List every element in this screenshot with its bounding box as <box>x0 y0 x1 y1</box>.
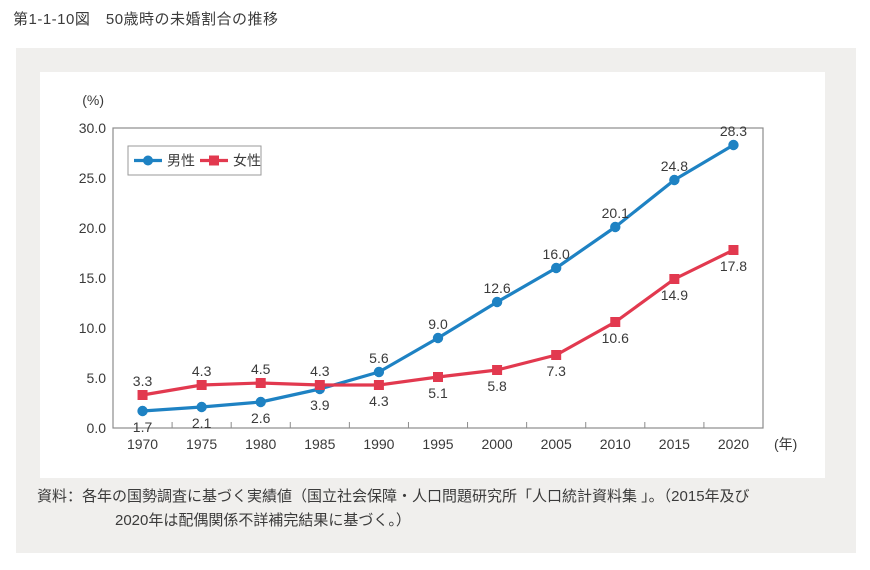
point-label: 9.0 <box>428 316 448 332</box>
data-point-marker <box>492 365 503 375</box>
x-tick-label: 1995 <box>422 436 453 452</box>
x-tick-label: 2010 <box>600 436 631 452</box>
plot-border <box>112 127 764 429</box>
source-note: 資料：各年の国勢調査に基づく実績値（国立社会保障・人口問題研究所「人口統計資料集… <box>37 485 847 533</box>
point-label: 4.3 <box>310 363 330 379</box>
y-tick-label: 20.0 <box>79 220 106 236</box>
point-label: 17.8 <box>720 258 747 274</box>
y-tick-label: 15.0 <box>79 270 106 286</box>
x-tick-label: 1980 <box>245 436 276 452</box>
data-point-marker <box>669 274 680 284</box>
point-label: 4.3 <box>369 393 389 409</box>
data-point-marker <box>196 380 207 390</box>
point-label: 28.3 <box>720 123 747 139</box>
point-label: 10.6 <box>602 330 629 346</box>
point-label: 5.8 <box>487 378 507 394</box>
legend-marker-0 <box>143 155 153 166</box>
data-point-marker <box>314 380 325 390</box>
point-label: 2.6 <box>251 410 271 426</box>
data-point-marker <box>728 139 739 151</box>
data-point-marker <box>669 174 680 186</box>
data-point-marker <box>610 221 621 233</box>
point-label: 2.1 <box>192 415 212 431</box>
point-label: 4.5 <box>251 361 271 377</box>
legend-marker-1 <box>209 155 219 166</box>
x-tick-label: 2005 <box>541 436 572 452</box>
point-label: 7.3 <box>546 363 566 379</box>
source-line-1: 資料：各年の国勢調査に基づく実績値（国立社会保障・人口問題研究所「人口統計資料集… <box>37 488 750 505</box>
point-label: 4.3 <box>192 363 212 379</box>
data-point-marker <box>551 350 562 360</box>
point-label: 24.8 <box>661 158 688 174</box>
y-tick-label: 30.0 <box>79 120 106 136</box>
data-point-marker <box>373 380 384 390</box>
point-label: 3.9 <box>310 397 330 413</box>
unmarried-rate-line-chart: 0.0 5.0 10.0 15.0 20.0 25.0 30.0 (%) 1970 1975 198… <box>79 92 798 452</box>
point-label: 1.7 <box>133 419 153 435</box>
data-point-marker <box>432 332 444 344</box>
source-line-2: 2020年は配偶関係不詳補完結果に基づく。） <box>115 512 411 529</box>
point-label: 5.1 <box>428 385 448 401</box>
data-point-marker <box>433 372 443 382</box>
x-tick-label: 2000 <box>482 436 513 452</box>
data-point-marker <box>550 262 562 274</box>
x-tick-label: 2015 <box>659 436 690 452</box>
data-point-marker <box>196 401 207 413</box>
point-label: 5.6 <box>369 350 389 366</box>
y-tick-label: 0.0 <box>87 420 107 436</box>
legend-label-1: 女性 <box>233 153 261 169</box>
data-point-marker <box>137 390 148 400</box>
point-label: 14.9 <box>661 287 688 303</box>
x-axis-unit: (年) <box>774 436 797 452</box>
data-point-marker <box>255 378 266 388</box>
data-point-marker <box>491 296 503 308</box>
series-line-0 <box>140 143 736 413</box>
point-label: 12.6 <box>483 280 510 296</box>
y-tick-label: 10.0 <box>79 320 106 336</box>
x-tick-label: 2020 <box>718 436 749 452</box>
x-tick-label: 1970 <box>127 436 158 452</box>
x-tick-label: 1975 <box>186 436 217 452</box>
data-point-marker <box>728 245 739 255</box>
data-point-marker <box>610 317 621 327</box>
x-tick-label: 1985 <box>304 436 335 452</box>
data-point-marker <box>137 405 148 417</box>
y-tick-label: 5.0 <box>87 370 107 386</box>
data-point-marker <box>255 396 266 408</box>
data-point-marker <box>373 366 385 378</box>
y-axis-unit: (%) <box>82 92 104 108</box>
legend-label-0: 男性 <box>167 153 195 169</box>
y-tick-label: 25.0 <box>79 170 106 186</box>
chart-area: 0.0 5.0 10.0 15.0 20.0 25.0 30.0 (%) 1970 1975 198… <box>40 72 825 478</box>
figure-panel: 0.0 5.0 10.0 15.0 20.0 25.0 30.0 (%) 1970 1975 198… <box>16 48 856 553</box>
point-label: 20.1 <box>602 205 629 221</box>
point-label: 3.3 <box>133 373 153 389</box>
x-tick-label: 1990 <box>363 436 394 452</box>
point-label: 16.0 <box>543 246 570 262</box>
figure-title: 第1-1-10図 50歳時の未婚割合の推移 <box>13 11 279 28</box>
